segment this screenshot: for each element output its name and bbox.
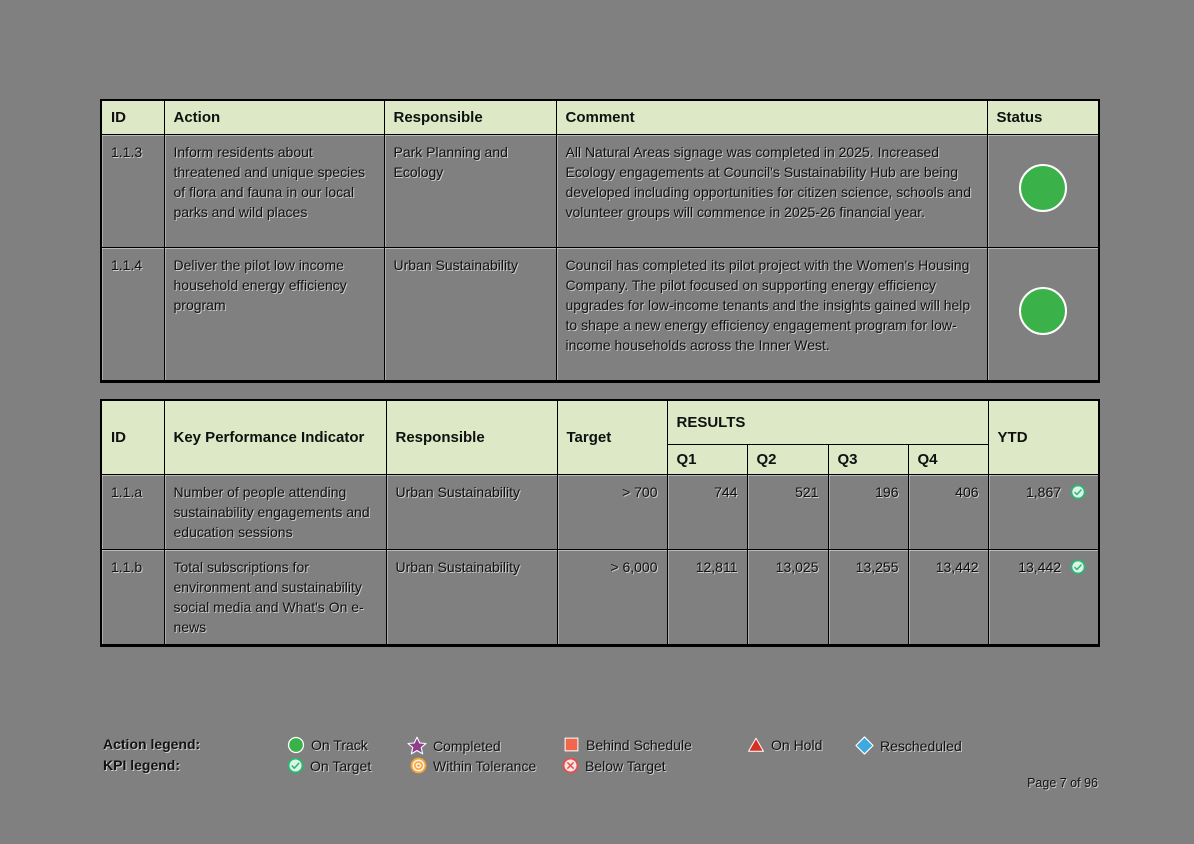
- cell-q3: 13,255: [827, 548, 909, 646]
- legend-item-completed: Completed: [407, 736, 501, 756]
- header-target: Target: [556, 399, 668, 475]
- legend-item-label: Rescheduled: [880, 737, 962, 754]
- cell-responsible: Urban Sustainability: [383, 246, 557, 382]
- table-header-row: Q1 Q2 Q3 Q4: [101, 443, 1099, 475]
- cell-kpi: Total subscriptions for environment and …: [163, 548, 387, 646]
- header-ytd: YTD: [987, 399, 1100, 475]
- on-target-icon: [1070, 559, 1086, 574]
- legend-item-on-track: On Track: [287, 736, 368, 754]
- legend-item-below-target: Below Target: [562, 757, 666, 774]
- within-tolerance-icon: [410, 757, 427, 774]
- cell-q1: 744: [666, 473, 748, 550]
- legend-item-rescheduled: Rescheduled: [855, 736, 962, 755]
- legend-item-on-target: On Target: [287, 757, 371, 774]
- on-target-icon: [287, 757, 304, 774]
- legend: Action legend: On Track Completed Behind…: [103, 736, 1103, 778]
- header-q4: Q4: [907, 443, 989, 475]
- cell-comment: All Natural Areas signage was completed …: [555, 133, 988, 248]
- kpi-table-header: ID Key Performance Indicator Responsible…: [100, 399, 1100, 475]
- legend-item-label: On Track: [311, 737, 368, 753]
- cell-responsible: Park Planning and Ecology: [383, 133, 557, 248]
- table-row: 1.1.4 Deliver the pilot low income house…: [100, 246, 1100, 382]
- cell-action: Inform residents about threatened and un…: [163, 133, 385, 248]
- cell-ytd: 13,442: [987, 548, 1100, 646]
- table-header-row: ID Action Responsible Comment Status: [100, 99, 1100, 135]
- cell-q4: 406: [907, 473, 989, 550]
- legend-item-label: Behind Schedule: [586, 736, 692, 753]
- action-legend-label: Action legend:: [103, 736, 201, 752]
- legend-item-behind-schedule: Behind Schedule: [563, 736, 692, 753]
- table-row: 1.1.b Total subscriptions for environmen…: [100, 548, 1100, 646]
- action-table: ID Action Responsible Comment Status 1.1…: [100, 99, 1100, 383]
- cell-id: 1.1.4: [100, 246, 165, 382]
- action-legend-row: Action legend: On Track Completed Behind…: [103, 736, 1103, 757]
- cell-comment: Council has completed its pilot project …: [555, 246, 988, 382]
- on-track-icon: [287, 736, 305, 754]
- header-comment: Comment: [555, 99, 988, 135]
- header-responsible: Responsible: [385, 399, 558, 475]
- cell-q2: 521: [746, 473, 829, 550]
- cell-q4: 13,442: [907, 548, 989, 646]
- table-header-row: ID Key Performance Indicator Responsible…: [100, 399, 1100, 475]
- table-row: 1.1.3 Inform residents about threatened …: [100, 133, 1100, 248]
- on-track-status-icon: [1018, 287, 1067, 335]
- on-target-icon: [1070, 484, 1086, 499]
- legend-item-label: Completed: [433, 738, 501, 754]
- cell-status: [986, 246, 1100, 382]
- cell-q1: 12,811: [666, 548, 748, 646]
- cell-q2: 13,025: [746, 548, 829, 646]
- legend-item-label: On Hold: [771, 737, 823, 753]
- cell-id: 1.1.b: [100, 548, 165, 646]
- header-id: ID: [100, 399, 165, 475]
- on-track-status-icon: [1018, 164, 1067, 212]
- cell-id: 1.1.a: [100, 473, 165, 550]
- rescheduled-icon: [855, 736, 874, 755]
- header-kpi: Key Performance Indicator: [163, 399, 387, 475]
- cell-target: > 700: [556, 473, 668, 550]
- completed-star-icon: [407, 736, 427, 755]
- cell-ytd: 1,867: [987, 473, 1100, 550]
- legend-item-on-hold: On Hold: [747, 736, 822, 754]
- behind-schedule-icon: [564, 737, 579, 752]
- legend-item-label: On Target: [310, 757, 372, 774]
- header-action: Action: [163, 99, 385, 135]
- table-row: 1.1.a Number of people attending sustain…: [100, 473, 1100, 550]
- kpi-legend-label: KPI legend:: [103, 757, 181, 773]
- cell-kpi: Number of people attending sustainabilit…: [163, 473, 387, 550]
- cell-id: 1.1.3: [100, 133, 165, 248]
- header-results: RESULTS: [666, 399, 989, 445]
- kpi-legend-row: KPI legend: On Target Within Tolerance: [103, 757, 1103, 778]
- on-hold-icon: [748, 737, 764, 752]
- legend-item-within-tolerance: Within Tolerance: [410, 757, 536, 774]
- header-q1: Q1: [666, 443, 748, 475]
- header-q3: Q3: [827, 443, 909, 475]
- cell-status: [986, 133, 1100, 248]
- header-id: ID: [100, 99, 165, 135]
- page-number: Page 7 of 96: [1027, 776, 1098, 790]
- action-table-header: ID Action Responsible Comment Status: [100, 99, 1100, 135]
- below-target-icon: [562, 757, 579, 774]
- legend-item-label: Below Target: [585, 757, 666, 774]
- cell-responsible: Urban Sustainability: [385, 548, 558, 646]
- cell-responsible: Urban Sustainability: [385, 473, 558, 550]
- kpi-table: ID Key Performance Indicator Responsible…: [100, 399, 1101, 647]
- header-status: Status: [986, 99, 1100, 135]
- header-responsible: Responsible: [383, 99, 557, 135]
- legend-item-label: Within Tolerance: [433, 757, 537, 774]
- cell-q3: 196: [827, 473, 909, 550]
- cell-action: Deliver the pilot low income household e…: [163, 246, 385, 382]
- ytd-value: 13,442: [1018, 558, 1062, 575]
- header-q2: Q2: [746, 443, 829, 475]
- cell-target: > 6,000: [556, 548, 668, 646]
- ytd-value: 1,867: [1025, 483, 1062, 500]
